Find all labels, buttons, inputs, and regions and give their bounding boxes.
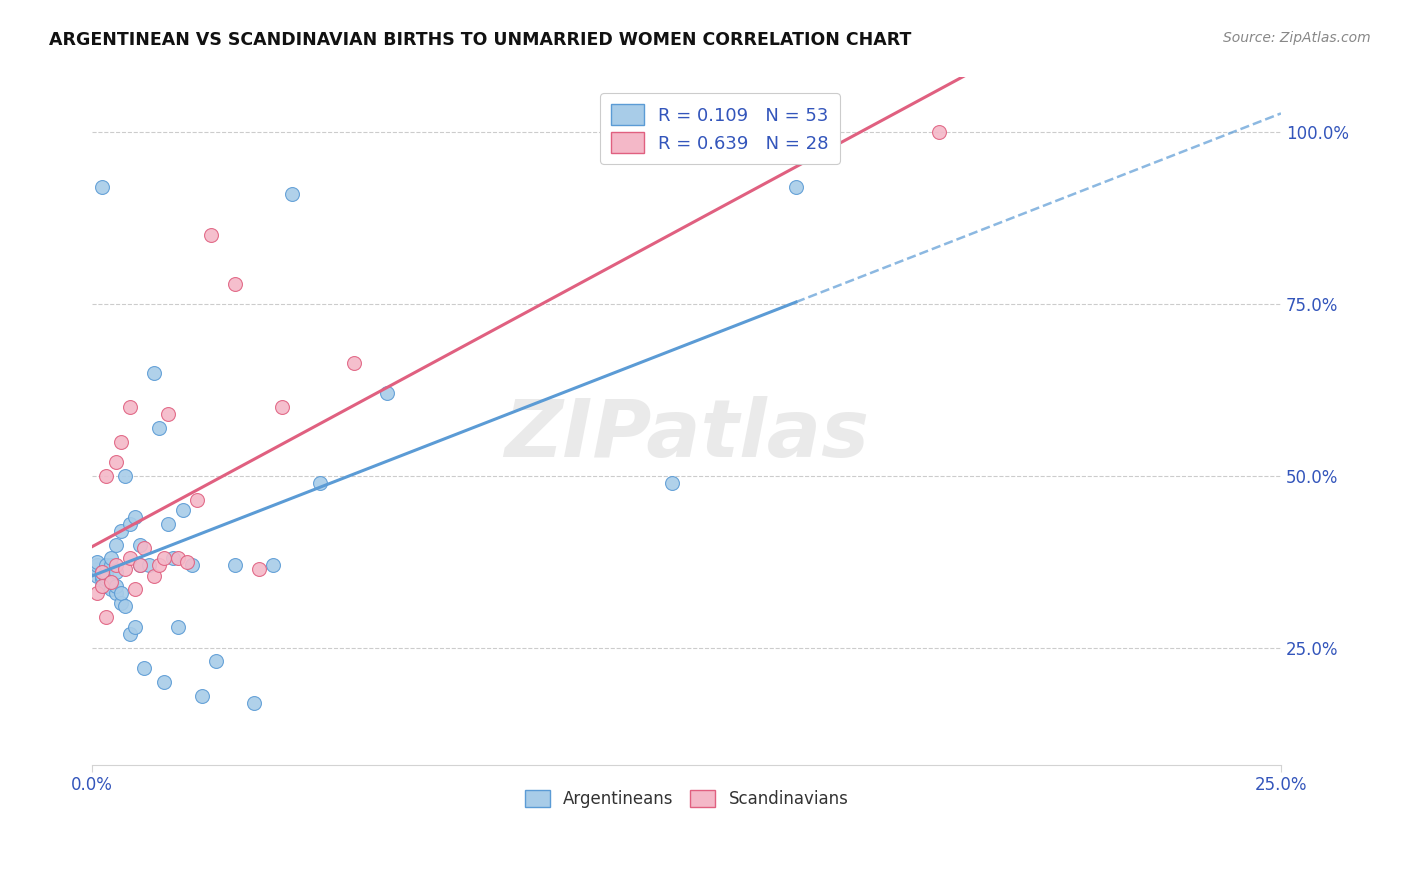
Point (104, 538, 127, 552)
Point (110, 586, 132, 600)
Point (375, 386, 398, 401)
Point (104, 558, 127, 573)
Point (104, 565, 127, 579)
Point (90, 568, 112, 582)
Point (90, 180, 112, 194)
Point (128, 558, 150, 573)
Point (120, 401, 142, 415)
Point (104, 579, 127, 593)
Point (162, 551, 184, 566)
Point (343, 355, 366, 369)
Point (181, 558, 204, 573)
Text: Source: ZipAtlas.com: Source: ZipAtlas.com (1223, 31, 1371, 45)
Point (90, 579, 112, 593)
Point (120, 516, 142, 531)
Point (86, 562, 108, 576)
Point (100, 582, 122, 597)
Point (247, 562, 270, 576)
Point (281, 187, 304, 202)
Legend: Argentineans, Scandinavians: Argentineans, Scandinavians (517, 783, 855, 814)
Point (96, 558, 118, 573)
Point (785, 180, 807, 194)
Point (134, 541, 156, 555)
Point (96, 579, 118, 593)
Point (86, 555, 108, 569)
Point (114, 562, 136, 576)
Point (309, 475, 332, 490)
Point (157, 407, 180, 421)
Point (110, 524, 132, 538)
Point (110, 434, 132, 449)
Point (100, 551, 122, 566)
Point (243, 696, 266, 710)
Point (661, 475, 683, 490)
Point (190, 689, 212, 703)
Point (166, 551, 188, 566)
Point (172, 503, 194, 517)
Point (124, 582, 146, 597)
Point (148, 421, 170, 435)
Point (124, 510, 146, 524)
Text: ARGENTINEAN VS SCANDINAVIAN BIRTHS TO UNMARRIED WOMEN CORRELATION CHART: ARGENTINEAN VS SCANDINAVIAN BIRTHS TO UN… (49, 31, 911, 49)
Point (128, 558, 150, 573)
Point (224, 558, 246, 573)
Point (90, 565, 112, 579)
Point (100, 575, 122, 590)
Text: ZIPatlas: ZIPatlas (505, 396, 869, 474)
Point (86, 558, 108, 573)
Point (110, 596, 132, 610)
Point (104, 586, 127, 600)
Point (96, 572, 118, 586)
Point (124, 620, 146, 634)
Point (200, 228, 222, 243)
Point (96, 469, 118, 483)
Point (176, 555, 198, 569)
Point (100, 575, 122, 590)
Point (90, 565, 112, 579)
Point (262, 558, 284, 573)
Point (114, 469, 136, 483)
Point (271, 401, 294, 415)
Point (152, 551, 174, 566)
Point (928, 125, 950, 139)
Point (96, 568, 118, 582)
Point (143, 366, 166, 380)
Point (157, 516, 180, 531)
Point (186, 493, 208, 508)
Point (120, 551, 142, 566)
Point (143, 568, 166, 582)
Point (128, 538, 150, 552)
Point (166, 620, 188, 634)
Point (86, 586, 108, 600)
Point (204, 655, 226, 669)
Point (152, 675, 174, 690)
Point (96, 565, 118, 579)
Point (120, 627, 142, 641)
Point (90, 572, 112, 586)
Point (138, 558, 160, 573)
Point (104, 455, 127, 469)
Point (96, 609, 118, 624)
Point (114, 599, 136, 614)
Point (224, 277, 246, 291)
Point (86, 568, 108, 582)
Point (134, 661, 156, 675)
Point (148, 558, 170, 573)
Point (90, 579, 112, 593)
Point (100, 558, 122, 573)
